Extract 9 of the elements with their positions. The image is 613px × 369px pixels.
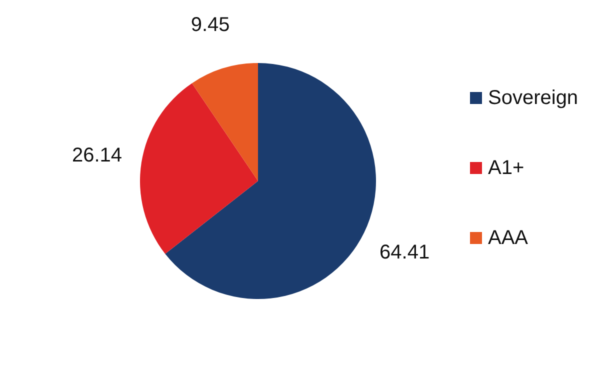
pie-slice bbox=[140, 83, 258, 254]
legend-label: A1+ bbox=[488, 157, 524, 179]
data-label: 64.41 bbox=[380, 241, 430, 264]
data-label: 9.45 bbox=[190, 14, 230, 36]
pie-slice bbox=[192, 63, 258, 181]
legend-label: Sovereign bbox=[488, 87, 578, 109]
pie-slice bbox=[165, 63, 376, 299]
legend-label: AAA bbox=[488, 227, 529, 249]
data-label: 26.14 bbox=[72, 144, 122, 167]
